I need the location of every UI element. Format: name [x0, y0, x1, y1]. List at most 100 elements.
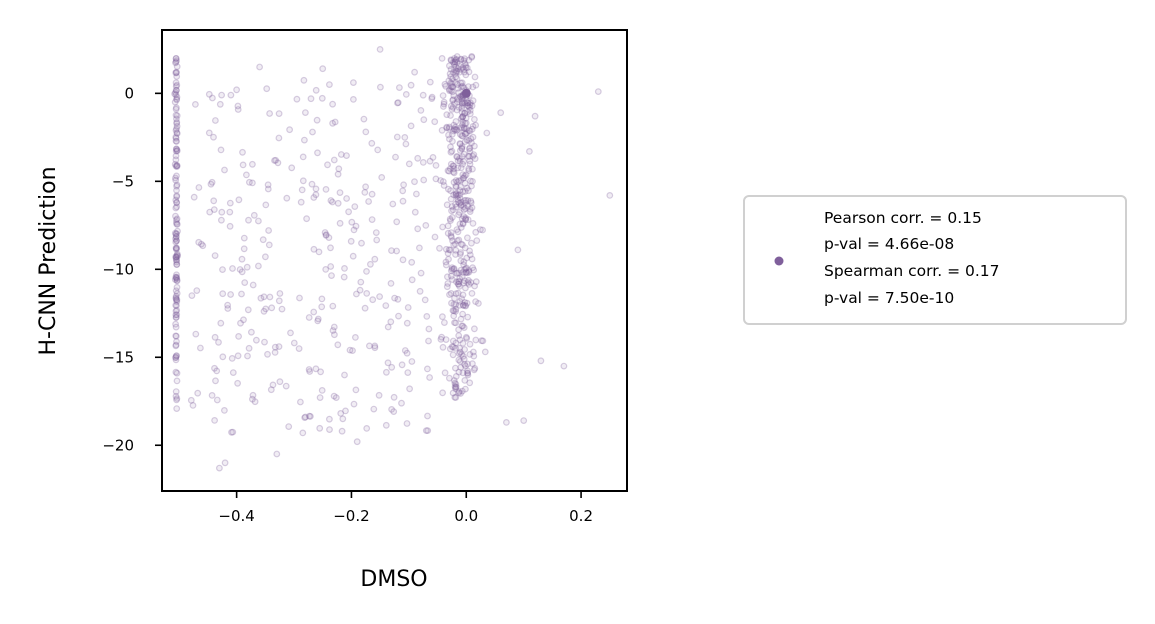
- data-point: [245, 344, 253, 352]
- data-point: [173, 250, 181, 258]
- data-point: [172, 79, 180, 87]
- data-point: [172, 230, 180, 238]
- x-tick-label: 0.0: [454, 507, 478, 525]
- data-point: [234, 102, 242, 110]
- data-point: [404, 304, 412, 311]
- data-point: [191, 100, 199, 108]
- data-point: [370, 405, 378, 413]
- data-point: [307, 413, 314, 420]
- data-point: [403, 420, 411, 427]
- data-point: [173, 182, 181, 190]
- data-point: [455, 103, 463, 111]
- data-point: [466, 351, 474, 358]
- data-point: [371, 342, 379, 350]
- data-point: [451, 55, 458, 62]
- data-point: [461, 199, 469, 207]
- data-point: [447, 160, 455, 168]
- data-point: [458, 273, 466, 281]
- data-point: [452, 380, 460, 388]
- data-point: [414, 154, 422, 162]
- data-point: [348, 218, 356, 226]
- data-point: [174, 252, 182, 260]
- data-point: [458, 124, 466, 132]
- data-point: [457, 390, 464, 397]
- data-point: [353, 290, 360, 298]
- data-point: [459, 121, 466, 129]
- data-point: [468, 53, 476, 60]
- data-point: [260, 307, 268, 315]
- data-point-outlier: [537, 357, 545, 365]
- data-point: [372, 229, 380, 237]
- data-point: [192, 330, 200, 338]
- data-point: [234, 379, 242, 387]
- data-point: [211, 364, 218, 372]
- data-point: [462, 216, 470, 224]
- data-point: [449, 206, 457, 214]
- data-point: [464, 99, 472, 107]
- data-point: [462, 265, 470, 273]
- data-point: [432, 161, 440, 169]
- data-point: [367, 260, 374, 268]
- data-point: [469, 219, 477, 227]
- data-point: [173, 96, 181, 104]
- data-point: [458, 98, 466, 106]
- y-axis-label: H-CNN Prediction: [36, 166, 61, 355]
- data-point: [439, 178, 447, 186]
- data-point: [461, 277, 469, 285]
- data-point: [460, 66, 468, 73]
- data-point: [195, 238, 203, 246]
- data-point: [462, 214, 470, 222]
- data-point: [411, 178, 418, 186]
- data-point: [479, 226, 487, 234]
- data-point: [448, 203, 456, 210]
- data-point: [452, 344, 460, 352]
- data-point: [245, 178, 253, 186]
- data-point: [312, 365, 320, 373]
- data-point: [173, 162, 181, 169]
- data-point: [456, 301, 464, 309]
- data-point: [470, 352, 478, 360]
- data-point: [305, 366, 313, 373]
- data-point: [441, 80, 449, 88]
- data-point: [448, 264, 456, 272]
- data-point: [325, 234, 333, 242]
- data-point: [455, 350, 463, 358]
- data-point: [269, 381, 277, 389]
- data-point: [404, 369, 412, 377]
- data-point: [172, 292, 180, 300]
- data-point: [452, 290, 460, 298]
- data-point: [453, 126, 461, 134]
- data-point: [451, 58, 459, 66]
- data-point: [275, 343, 283, 351]
- data-point: [452, 67, 460, 75]
- data-point: [172, 176, 180, 184]
- data-point: [452, 125, 460, 133]
- data-point: [450, 68, 457, 76]
- data-point: [451, 126, 459, 134]
- data-point: [173, 192, 181, 200]
- data-point: [190, 193, 198, 201]
- data-point: [389, 200, 397, 208]
- data-point: [456, 187, 464, 194]
- data-point: [358, 239, 365, 247]
- data-point: [466, 160, 474, 168]
- data-point: [371, 344, 379, 352]
- data-point: [448, 343, 456, 351]
- data-point: [173, 251, 181, 259]
- data-point: [447, 112, 454, 119]
- data-point: [226, 222, 234, 230]
- data-point: [449, 83, 457, 91]
- data-point: [456, 68, 464, 76]
- data-point-outlier: [520, 417, 528, 425]
- data-point: [451, 66, 459, 74]
- data-point: [446, 70, 454, 78]
- data-point: [236, 266, 244, 273]
- data-point: [449, 75, 456, 83]
- data-point: [172, 313, 180, 321]
- data-point: [439, 223, 447, 231]
- data-point: [461, 109, 469, 117]
- data-point: [234, 352, 242, 360]
- data-point: [406, 385, 414, 393]
- data-point: [238, 290, 245, 298]
- data-point: [470, 348, 477, 356]
